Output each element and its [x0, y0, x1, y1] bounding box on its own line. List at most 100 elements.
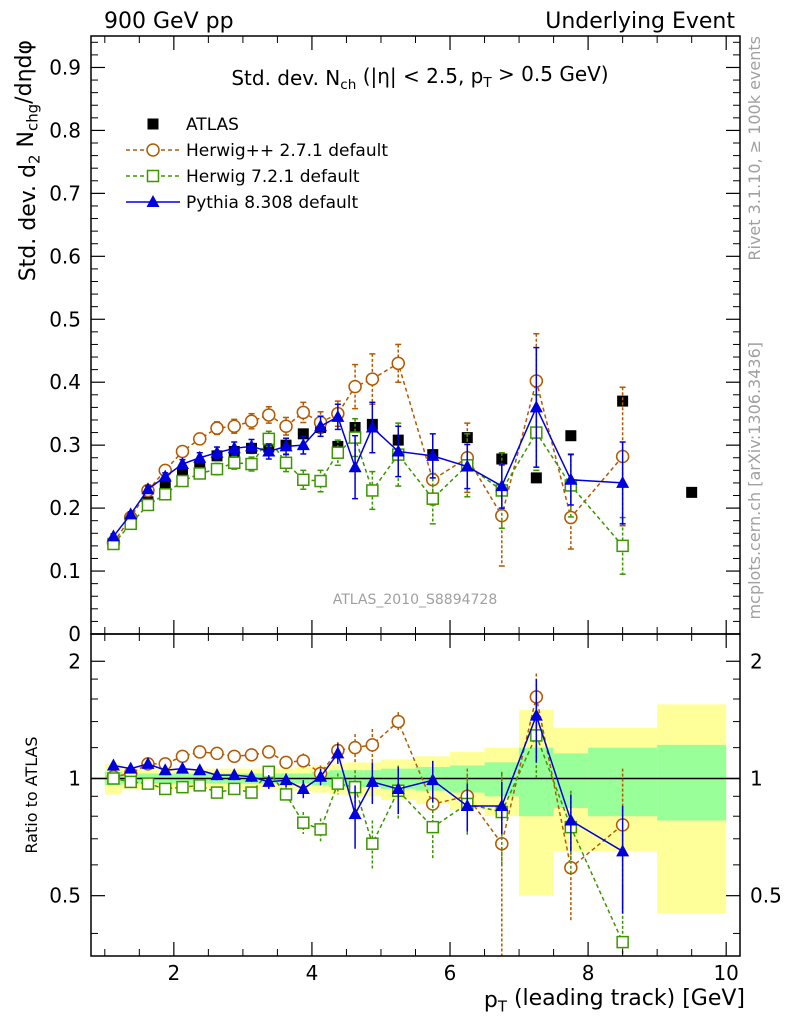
data-point-atlas: [176, 467, 188, 479]
data-point: [228, 456, 241, 470]
legend: ATLAS Herwig++ 2.7.1 default Herwig 7.2.1 …: [126, 115, 388, 213]
data-point-atlas: [686, 486, 698, 498]
legend-label: Herwig 7.2.1 default: [186, 167, 360, 187]
data-point: [262, 444, 276, 457]
data-point-atlas: [194, 461, 206, 473]
ratio-point: [262, 745, 276, 759]
main-series: [106, 332, 698, 575]
data-point: [365, 420, 379, 433]
data-point: [365, 372, 380, 386]
data-point: [529, 400, 543, 413]
data-point-atlas: [617, 395, 629, 407]
data-point: [616, 539, 629, 553]
x-tick-label: 8: [582, 961, 595, 985]
ratio-point: [210, 768, 224, 781]
data-point: [210, 445, 224, 458]
ratio-point: [141, 777, 155, 790]
ratio-point: [616, 844, 630, 857]
data-point-atlas: [297, 428, 309, 440]
atlas-band-inner: [657, 744, 727, 821]
data-point: [262, 432, 276, 446]
legend-marker: [147, 118, 159, 130]
data-point-atlas: [565, 430, 577, 442]
data-point: [210, 421, 224, 435]
data-point: [314, 474, 327, 488]
data-point: [331, 446, 345, 459]
y-axis-label: Std. dev. d2 Nchg/dηdφ: [12, 40, 44, 281]
data-point: [314, 419, 328, 432]
data-point: [245, 457, 258, 471]
ratio-point: [158, 763, 172, 776]
data-point: [227, 441, 241, 454]
data-point: [141, 498, 155, 512]
legend-marker: [146, 143, 160, 157]
data-point-atlas: [159, 478, 171, 490]
ratio-tick-label: 1: [750, 766, 763, 790]
ratio-point: [279, 773, 293, 786]
ratio-point: [107, 772, 120, 785]
y-tick-label: 0.5: [49, 307, 81, 331]
ratio-point: [124, 775, 137, 789]
x-tick-label: 4: [306, 961, 319, 985]
ratio-point: [141, 756, 155, 769]
data-point: [175, 457, 189, 470]
ratio-point: [348, 740, 362, 755]
ratio-point: [244, 748, 259, 762]
data-point: [158, 488, 172, 501]
data-point: [193, 467, 206, 480]
data-point: [193, 450, 207, 463]
x-tick-label: 6: [444, 961, 457, 985]
data-point: [331, 409, 345, 422]
data-point-atlas: [461, 432, 473, 444]
mcplots-label: mcplots.cern.ch [arXiv:1306.3436]: [745, 342, 764, 619]
data-point: [391, 444, 405, 457]
ratio-tick-label: 2: [750, 649, 763, 673]
ratio-tick-label: 0.5: [750, 884, 782, 908]
data-point: [495, 479, 509, 492]
ratio-y-axis-label: Ratio to ATLAS: [22, 736, 41, 853]
data-point: [279, 419, 293, 434]
y-tick-label: 0.4: [49, 370, 81, 394]
ratio-point: [279, 755, 293, 770]
data-point: [426, 492, 440, 505]
data-point: [245, 439, 259, 452]
ratio-point: [228, 782, 241, 796]
ratio-point: [616, 935, 629, 949]
ratio-tick-label: 2: [68, 649, 81, 673]
ratio-tick-label: 1: [68, 766, 81, 790]
ratio-point: [262, 774, 276, 787]
ratio-point: [175, 761, 189, 774]
ratio-point: [365, 774, 379, 787]
data-point: [296, 405, 311, 420]
data-point: [391, 356, 405, 371]
ratio-point: [564, 813, 578, 826]
ratio-point: [495, 798, 509, 811]
data-point: [262, 408, 276, 422]
data-point: [158, 469, 172, 482]
ratio-point: [529, 708, 543, 721]
data-point: [141, 482, 155, 495]
ratio-point: [366, 837, 379, 850]
ratio-point: [297, 816, 310, 829]
ratio-point: [210, 746, 224, 761]
header-left: 900 GeV pp: [104, 9, 234, 34]
ratio-point: [210, 786, 224, 799]
ratio-point: [460, 798, 474, 811]
data-point: [279, 439, 293, 452]
ratio-tick-label: 0.5: [49, 884, 81, 908]
y-tick-label: 0.8: [49, 118, 81, 142]
y-tick-label: 0.6: [49, 244, 81, 268]
ratio-point: [124, 761, 138, 774]
ratio-point: [314, 823, 327, 836]
ratio-point: [391, 781, 405, 794]
data-point: [176, 474, 189, 488]
data-point: [106, 529, 120, 542]
data-point: [460, 459, 474, 472]
y-tick-label: 0.9: [49, 55, 81, 79]
ratio-point: [279, 788, 293, 801]
ratio-point: [193, 763, 207, 776]
legend-marker: [146, 169, 160, 183]
data-point-atlas: [349, 422, 361, 434]
data-point-atlas: [530, 472, 542, 484]
data-point: [348, 460, 362, 473]
